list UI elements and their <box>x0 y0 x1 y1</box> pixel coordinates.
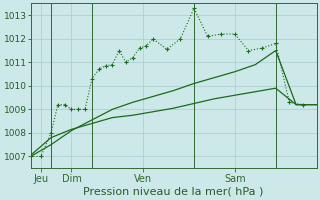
X-axis label: Pression niveau de la mer( hPa ): Pression niveau de la mer( hPa ) <box>84 187 264 197</box>
